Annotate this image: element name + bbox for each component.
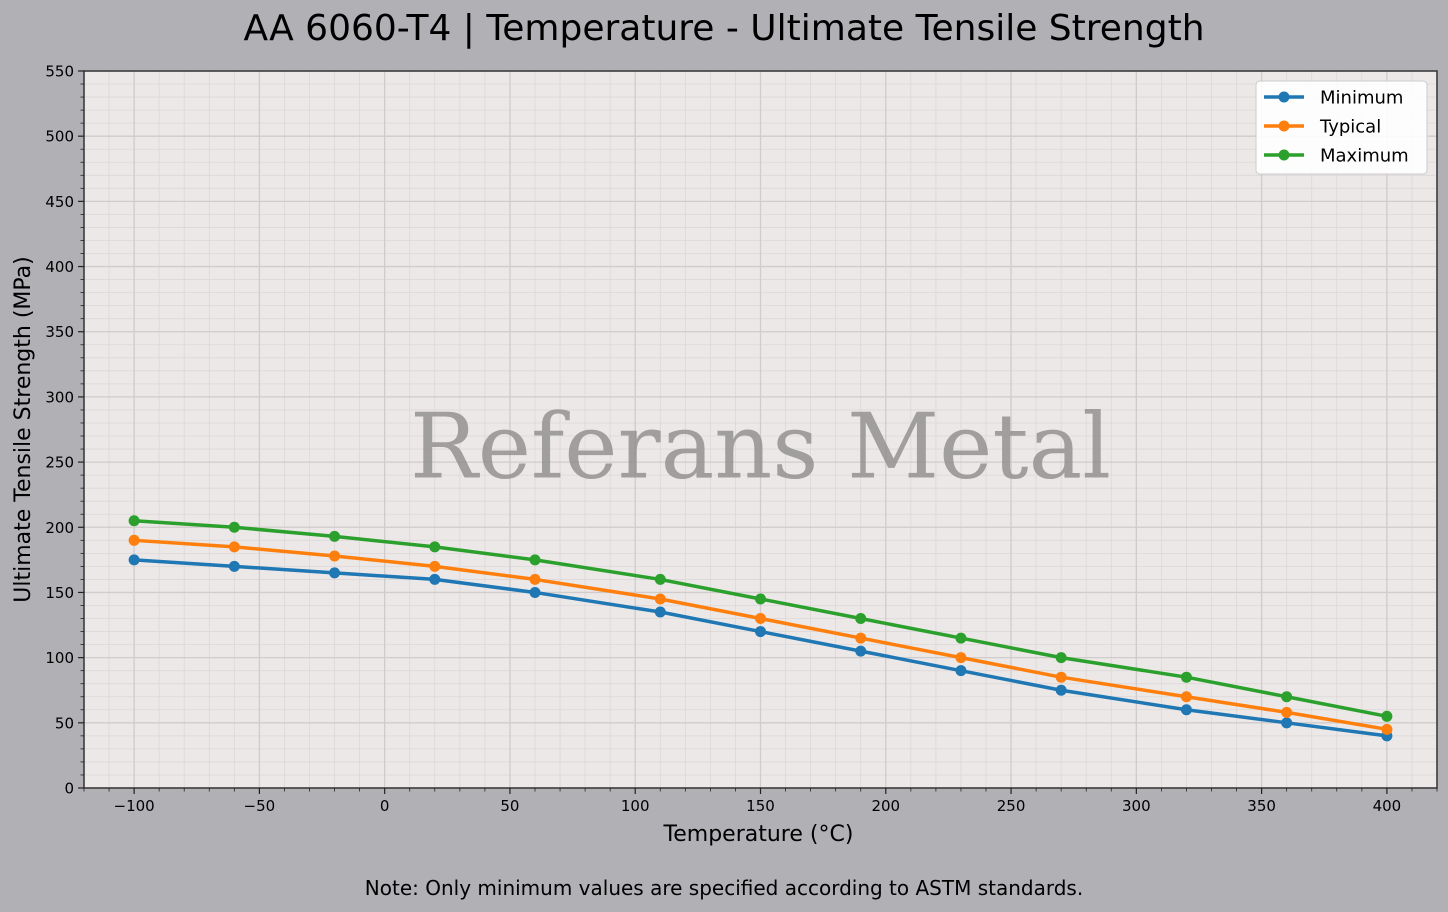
data-point-minimum <box>855 645 867 657</box>
x-tick-label: −50 <box>244 797 276 815</box>
series-typical <box>128 534 1393 735</box>
watermark-text: Referans Metal <box>410 395 1111 500</box>
data-point-typical <box>1281 706 1293 718</box>
x-tick-label: 0 <box>380 797 390 815</box>
y-tick-label: 500 <box>45 128 74 146</box>
data-point-maximum <box>1055 652 1067 664</box>
data-point-maximum <box>228 521 240 533</box>
x-tick-label: 200 <box>871 797 900 815</box>
data-point-typical <box>429 560 441 572</box>
data-point-maximum <box>1281 691 1293 703</box>
y-tick-label: 50 <box>55 714 74 732</box>
y-tick-label: 250 <box>45 454 74 472</box>
y-tick-label: 0 <box>64 780 74 798</box>
data-point-typical <box>855 632 867 644</box>
data-point-minimum <box>654 606 666 618</box>
x-tick-label: 250 <box>997 797 1026 815</box>
y-tick-label: 100 <box>45 649 74 667</box>
x-tick-label: 300 <box>1122 797 1151 815</box>
x-tick-label: 400 <box>1373 797 1402 815</box>
x-tick-label: 50 <box>500 797 519 815</box>
data-point-minimum <box>1281 717 1293 729</box>
chart-note: Note: Only minimum values are specified … <box>364 876 1084 900</box>
data-point-typical <box>329 550 341 562</box>
data-point-typical <box>1180 691 1192 703</box>
x-tick-label: 150 <box>746 797 775 815</box>
data-point-typical <box>654 593 666 605</box>
x-tick-label: 100 <box>621 797 650 815</box>
data-point-typical <box>529 573 541 585</box>
data-point-maximum <box>529 554 541 566</box>
data-point-minimum <box>1180 704 1192 716</box>
data-point-maximum <box>1381 710 1393 722</box>
data-point-minimum <box>1055 684 1067 696</box>
data-point-minimum <box>329 567 341 579</box>
legend-label-minimum: Minimum <box>1320 88 1403 109</box>
y-tick-label: 350 <box>45 323 74 341</box>
y-tick-label: 450 <box>45 193 74 211</box>
data-point-maximum <box>1180 671 1192 683</box>
major-grid <box>84 70 1437 789</box>
data-point-typical <box>128 534 140 546</box>
x-axis-label: Temperature (°C) <box>663 822 854 847</box>
data-point-maximum <box>755 593 766 605</box>
data-point-maximum <box>429 541 441 553</box>
y-axis-label: Ultimate Tensile Strength (MPa) <box>11 256 36 602</box>
data-point-minimum <box>228 560 240 572</box>
x-tick-label: 350 <box>1247 797 1276 815</box>
legend: Minimum Typical Maximum <box>1255 80 1428 175</box>
data-point-typical <box>228 541 240 553</box>
data-point-maximum <box>855 613 867 625</box>
y-axis: 0 50 100 150 200 250 300 350 400 450 500 550 <box>45 63 84 798</box>
y-tick-label: 150 <box>45 584 74 602</box>
data-point-maximum <box>128 515 140 527</box>
data-point-typical <box>1381 723 1393 735</box>
y-tick-label: 550 <box>45 63 74 81</box>
data-point-typical <box>755 613 766 625</box>
y-tick-label: 400 <box>45 258 74 276</box>
data-point-maximum <box>955 632 967 644</box>
data-point-minimum <box>755 626 766 638</box>
data-point-maximum <box>329 530 341 542</box>
y-tick-label: 300 <box>45 388 74 406</box>
data-point-minimum <box>955 665 967 677</box>
legend-marker-typical <box>1278 120 1290 132</box>
legend-marker-minimum <box>1278 91 1290 103</box>
data-point-maximum <box>654 573 666 585</box>
chart-title: AA 6060-T4 | Temperature - Ultimate Tens… <box>243 8 1205 49</box>
legend-label-typical: Typical <box>1319 117 1381 138</box>
data-point-minimum <box>128 554 140 566</box>
y-tick-label: 200 <box>45 519 74 537</box>
legend-box <box>1255 80 1428 175</box>
data-point-minimum <box>529 586 541 598</box>
x-axis: −100 −50 0 50 100 150 200 250 300 350 400 <box>83 788 1438 815</box>
data-point-typical <box>1055 671 1067 683</box>
legend-marker-maximum <box>1278 149 1290 161</box>
series-maximum <box>128 515 1393 722</box>
data-point-minimum <box>429 573 441 585</box>
data-point-typical <box>955 652 967 664</box>
x-tick-label: −100 <box>114 797 155 815</box>
legend-label-maximum: Maximum <box>1320 146 1409 167</box>
